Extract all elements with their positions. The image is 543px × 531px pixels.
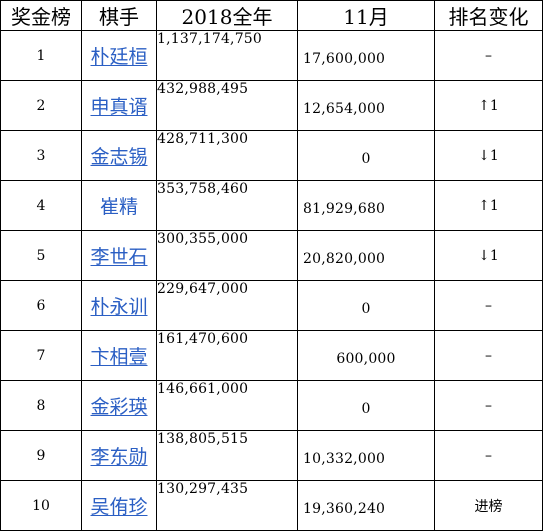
player-cell: 李世石 — [81, 230, 157, 281]
month-cell: 17,600,000 — [297, 30, 435, 81]
rank-cell: 6 — [0, 280, 82, 331]
rank-change-cell: – — [434, 430, 543, 481]
player-cell: 崔精 — [81, 180, 157, 231]
header-rank: 奖金榜 — [0, 0, 82, 31]
month-cell: 600,000 — [297, 330, 435, 381]
rank-cell: 5 — [0, 230, 82, 281]
header-row: 奖金榜 棋手 2018全年 11月 排名变化 — [0, 0, 543, 31]
player-cell: 金志锡 — [81, 130, 157, 181]
rank-cell: 9 — [0, 430, 82, 481]
player-link[interactable]: 李世石 — [90, 246, 148, 268]
table-row: 7 卞相壹 161,470,600 600,000 – — [0, 330, 543, 381]
rank-change-cell: – — [434, 330, 543, 381]
month-cell: 0 — [297, 130, 435, 181]
table-row: 8 金彩瑛 146,661,000 0 – — [0, 380, 543, 431]
rank-change-cell: ↑1 — [434, 80, 543, 131]
header-month: 11月 — [297, 0, 435, 31]
year-total-cell: 229,647,000 — [156, 280, 298, 331]
table-row: 2 申真谞 432,988,495 12,654,000 ↑1 — [0, 80, 543, 131]
player-cell: 申真谞 — [81, 80, 157, 131]
header-rank-change: 排名变化 — [434, 0, 543, 31]
month-value: 0 — [361, 300, 371, 317]
player-cell: 朴廷桓 — [81, 30, 157, 81]
rank-cell: 8 — [0, 380, 82, 431]
player-link[interactable]: 申真谞 — [90, 96, 148, 118]
month-cell: 0 — [297, 380, 435, 431]
month-value: 19,360,240 — [303, 500, 386, 517]
month-value: 20,820,000 — [303, 250, 386, 267]
player-cell: 金彩瑛 — [81, 380, 157, 431]
month-value: 0 — [361, 150, 371, 167]
rank-change-cell: – — [434, 380, 543, 431]
rank-cell: 7 — [0, 330, 82, 381]
rank-change-cell: ↓1 — [434, 230, 543, 281]
table-row: 10 吴侑珍 130,297,435 19,360,240 进榜 — [0, 480, 543, 531]
year-total-cell: 146,661,000 — [156, 380, 298, 431]
table-row: 9 李东勋 138,805,515 10,332,000 – — [0, 430, 543, 481]
month-value: 81,929,680 — [303, 200, 386, 217]
rank-change-cell: ↑1 — [434, 180, 543, 231]
year-total-cell: 161,470,600 — [156, 330, 298, 381]
table-row: 4 崔精 353,758,460 81,929,680 ↑1 — [0, 180, 543, 231]
player-link[interactable]: 金志锡 — [90, 146, 148, 168]
month-value: 12,654,000 — [303, 100, 386, 117]
header-year-total: 2018全年 — [156, 0, 298, 31]
player-link[interactable]: 金彩瑛 — [90, 396, 148, 418]
player-cell: 卞相壹 — [81, 330, 157, 381]
year-total-cell: 300,355,000 — [156, 230, 298, 281]
year-total-cell: 432,988,495 — [156, 80, 298, 131]
player-cell: 吴侑珍 — [81, 480, 157, 531]
year-total-cell: 1,137,174,750 — [156, 30, 298, 81]
rank-cell: 10 — [0, 480, 82, 531]
month-value: 600,000 — [336, 350, 396, 367]
rank-cell: 2 — [0, 80, 82, 131]
table-row: 3 金志锡 428,711,300 0 ↓1 — [0, 130, 543, 181]
table-row: 5 李世石 300,355,000 20,820,000 ↓1 — [0, 230, 543, 281]
rank-change-cell: – — [434, 280, 543, 331]
rank-cell: 3 — [0, 130, 82, 181]
month-cell: 0 — [297, 280, 435, 331]
year-total-cell: 428,711,300 — [156, 130, 298, 181]
rank-cell: 4 — [0, 180, 82, 231]
table-row: 1 朴廷桓 1,137,174,750 17,600,000 – — [0, 30, 543, 81]
rank-change-cell: ↓1 — [434, 130, 543, 181]
rank-cell: 1 — [0, 30, 82, 81]
month-cell: 12,654,000 — [297, 80, 435, 131]
year-total-cell: 130,297,435 — [156, 480, 298, 531]
rank-change-cell: – — [434, 30, 543, 81]
month-cell: 19,360,240 — [297, 480, 435, 531]
month-cell: 81,929,680 — [297, 180, 435, 231]
table-row: 6 朴永训 229,647,000 0 – — [0, 280, 543, 331]
month-cell: 20,820,000 — [297, 230, 435, 281]
month-value: 17,600,000 — [303, 50, 386, 67]
player-link[interactable]: 朴廷桓 — [90, 46, 148, 68]
year-total-cell: 138,805,515 — [156, 430, 298, 481]
month-cell: 10,332,000 — [297, 430, 435, 481]
month-value: 0 — [361, 400, 371, 417]
player-link[interactable]: 李东勋 — [90, 446, 148, 468]
player-link[interactable]: 吴侑珍 — [90, 496, 148, 518]
month-value: 10,332,000 — [303, 450, 386, 467]
player-link[interactable]: 崔精 — [99, 196, 138, 218]
year-total-cell: 353,758,460 — [156, 180, 298, 231]
player-link[interactable]: 朴永训 — [90, 296, 148, 318]
header-player: 棋手 — [81, 0, 157, 31]
rank-change-cell: 进榜 — [434, 480, 543, 531]
player-link[interactable]: 卞相壹 — [90, 346, 148, 368]
player-cell: 李东勋 — [81, 430, 157, 481]
player-cell: 朴永训 — [81, 280, 157, 331]
